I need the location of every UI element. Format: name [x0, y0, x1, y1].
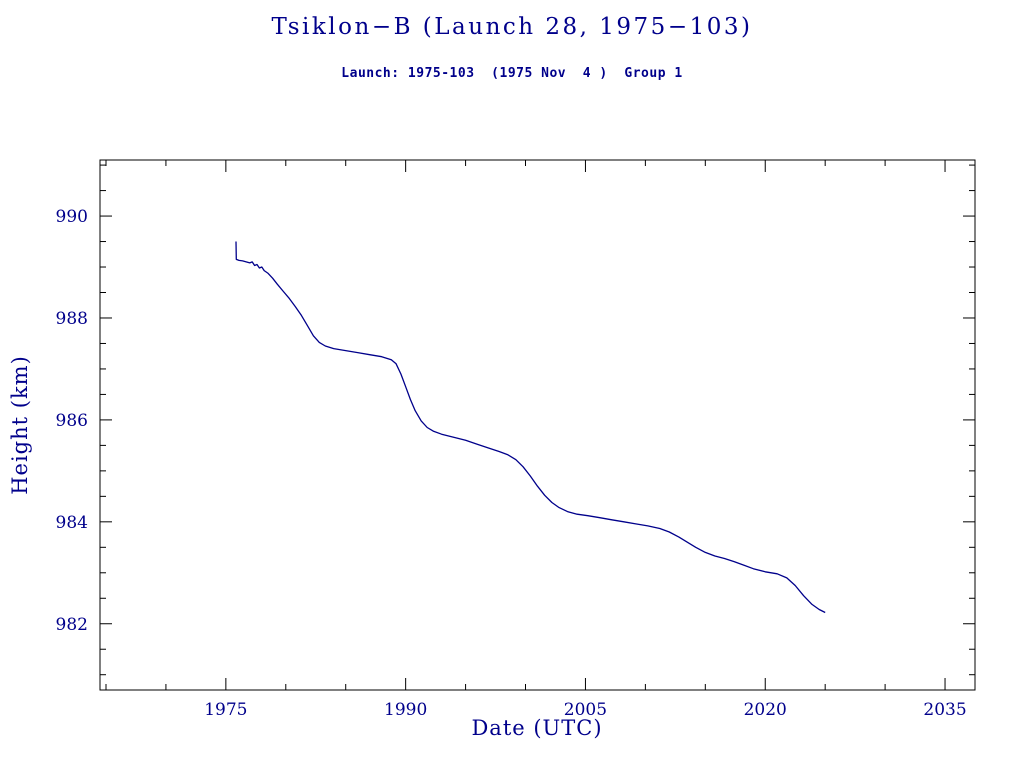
y-tick-label: 984: [56, 513, 88, 533]
y-axis-label: Height (km): [8, 355, 32, 495]
y-tick-label: 988: [56, 309, 88, 329]
page-title: Tsiklon−B (Launch 28, 1975−103): [271, 14, 753, 40]
height-data-curve: [235, 241, 826, 614]
x-tick-label: 1990: [384, 700, 427, 720]
page-subtitle: Launch: 1975-103 (1975 Nov 4 ) Group 1: [341, 66, 683, 81]
x-tick-label: 2005: [564, 700, 607, 720]
x-tick-label: 2020: [744, 700, 787, 720]
plot-frame: [99, 159, 976, 691]
axis-ticks: [100, 160, 975, 690]
y-tick-label: 990: [56, 207, 88, 227]
tick-labels: 1975 1990 2005 2020 2035 982 984 986 988 990: [56, 207, 967, 720]
y-tick-label: 982: [56, 615, 88, 635]
x-tick-label: 2035: [923, 700, 966, 720]
x-tick-label: 1975: [204, 700, 247, 720]
x-axis-label: Date (UTC): [471, 716, 603, 740]
y-tick-label: 986: [56, 411, 88, 431]
